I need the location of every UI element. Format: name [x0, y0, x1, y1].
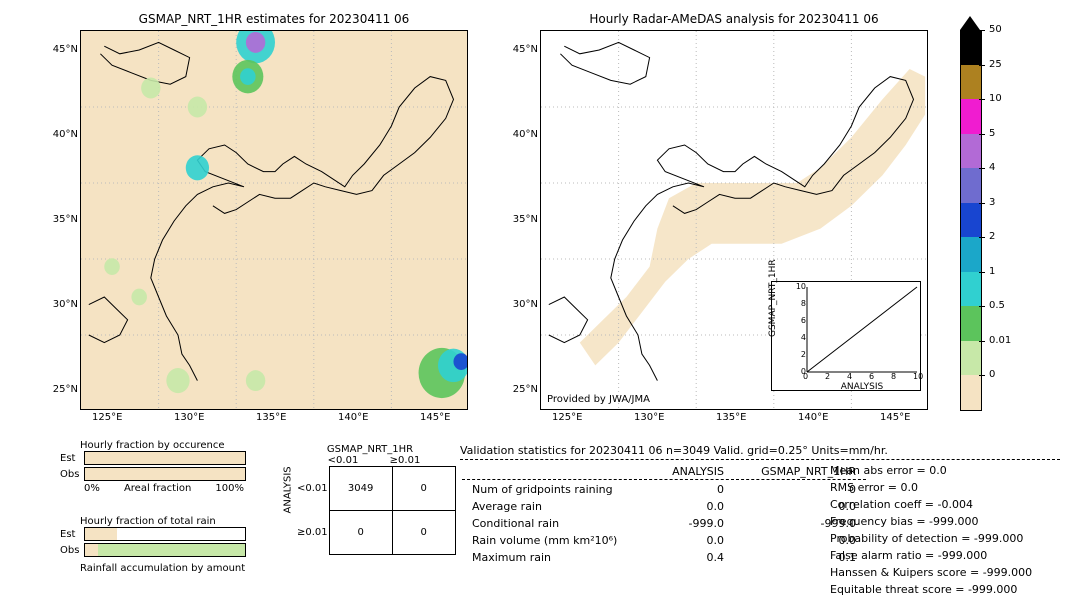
occurrence-title: Hourly fraction by occurence — [80, 440, 260, 451]
contingency-row1: ≥0.01 — [296, 511, 329, 555]
left-map-yticks: 25°N30°N35°N40°N45°N — [44, 30, 78, 410]
contingency-col0: <0.01 — [312, 455, 374, 466]
totalrain-bars: Hourly fraction of total rain Est Obs Ra… — [60, 516, 260, 574]
contingency-row-title: ANALYSIS — [283, 497, 294, 513]
contingency-cell-11: 0 — [392, 511, 455, 555]
left-map-xticks: 125°E130°E135°E140°E145°E — [80, 412, 468, 426]
totalrain-obs-label: Obs — [60, 545, 84, 556]
left-map-title: GSMAP_NRT_1HR estimates for 20230411 06 — [80, 12, 468, 26]
contingency-col1: ≥0.01 — [374, 455, 436, 466]
stats-table: ANALYSIS GSMAP_NRT_1HR Num of gridpoints… — [460, 462, 868, 567]
totalrain-est-label: Est — [60, 529, 84, 540]
totalrain-obs-bar — [84, 543, 246, 557]
occurrence-est-label: Est — [60, 453, 84, 464]
accum-title: Rainfall accumulation by amount — [80, 563, 260, 574]
contingency-cell-10: 0 — [329, 511, 392, 555]
contingency-table: GSMAP_NRT_1HR ANALYSIS <0.01 ≥0.01 <0.01… — [280, 444, 456, 555]
occurrence-bars: Hourly fraction by occurence Est Obs 0% … — [60, 440, 260, 494]
stats-col1: ANALYSIS — [644, 464, 734, 480]
right-map-xticks: 125°E130°E135°E140°E145°E — [540, 412, 928, 426]
stats-col0 — [462, 464, 642, 480]
inset-scatter: 0246810 0246810 ANALYSIS GSMAP_NRT_1HR — [771, 281, 921, 391]
right-map-title: Hourly Radar-AMeDAS analysis for 2023041… — [540, 12, 928, 26]
totalrain-title: Hourly fraction of total rain — [80, 516, 260, 527]
colorbar-top-arrow — [960, 16, 980, 30]
contingency-table-grid: <0.01 3049 0 ≥0.01 0 0 — [296, 466, 456, 555]
occurrence-obs-label: Obs — [60, 469, 84, 480]
stats-right: Mean abs error = 0.0RMS error = 0.0Corre… — [830, 462, 1032, 598]
provided-by-label: Provided by JWA/JMA — [547, 394, 650, 405]
contingency-cell-01: 0 — [392, 467, 455, 511]
occurrence-est-bar — [84, 451, 246, 465]
occurrence-obs-bar — [84, 467, 246, 481]
left-map-svg — [81, 31, 468, 410]
inset-ylabel: GSMAP_NRT_1HR — [768, 259, 778, 337]
left-map — [80, 30, 468, 410]
occurrence-x1: 100% — [215, 483, 244, 494]
occurrence-xmid: Areal fraction — [124, 483, 191, 494]
colorbar — [960, 30, 980, 410]
contingency-col-title: GSMAP_NRT_1HR — [300, 444, 440, 455]
contingency-row0: <0.01 — [296, 467, 329, 511]
right-map-yticks: 25°N30°N35°N40°N45°N — [504, 30, 538, 410]
contingency-cell-00: 3049 — [329, 467, 392, 511]
right-map: Provided by JWA/JMA 0246810 0246810 ANAL… — [540, 30, 928, 410]
totalrain-est-bar — [84, 527, 246, 541]
occurrence-x0: 0% — [84, 483, 100, 494]
colorbar-labels: 502510543210.50.010 — [985, 30, 1035, 410]
inset-yticks: 0246810 — [792, 287, 806, 372]
inset-xlabel: ANALYSIS — [772, 382, 928, 392]
stats-header: Validation statistics for 20230411 06 n=… — [460, 444, 1060, 460]
